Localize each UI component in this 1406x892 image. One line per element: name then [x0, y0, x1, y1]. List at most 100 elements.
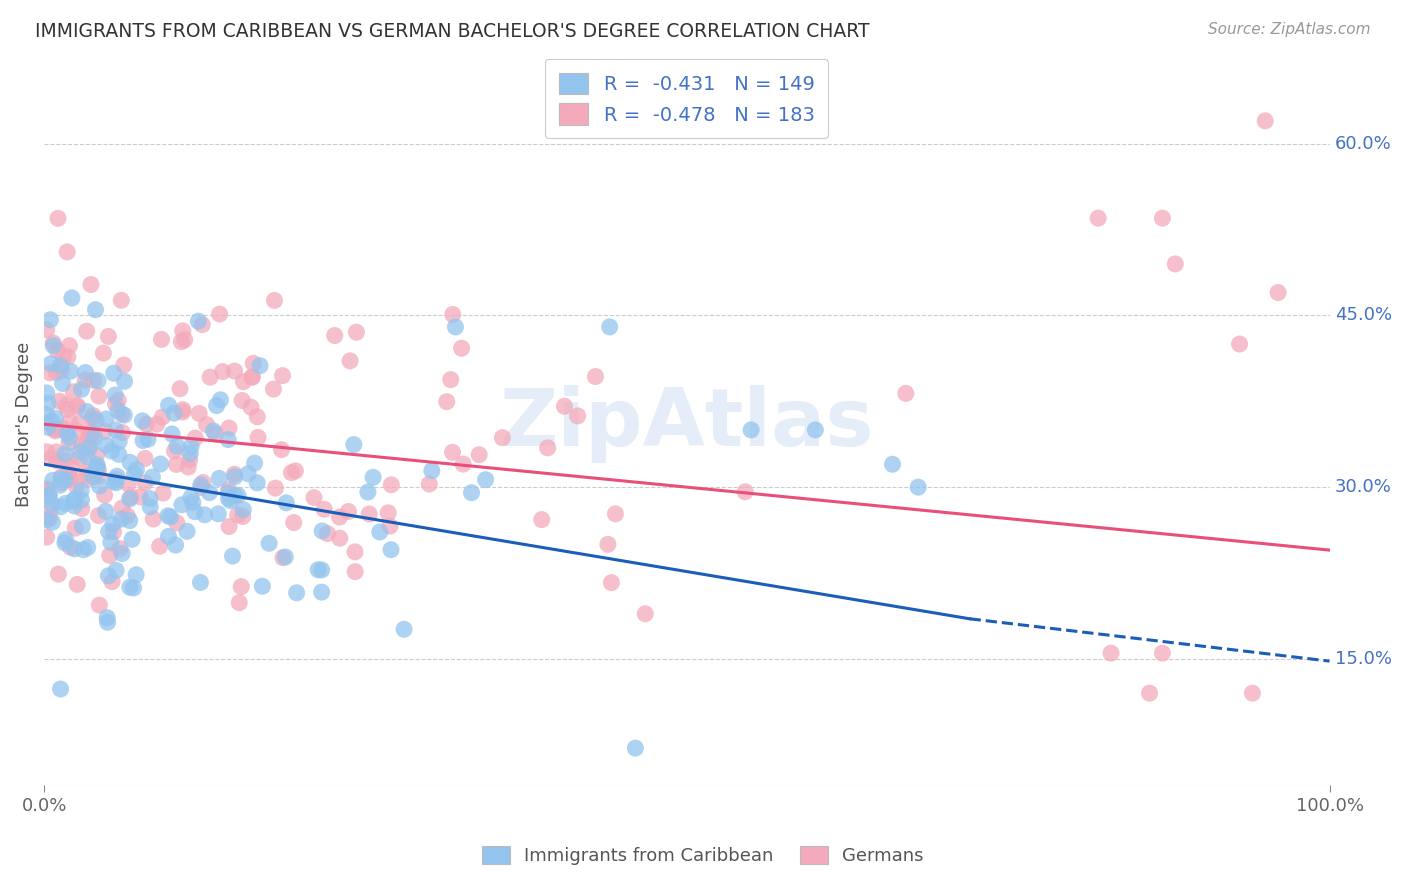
- Point: [894, 386, 917, 401]
- Point: [82, 410, 104, 425]
- Point: [172, 324, 194, 338]
- Point: [96, 611, 118, 625]
- Point: [118, 514, 141, 528]
- Point: [284, 464, 307, 478]
- Point: [165, 458, 187, 472]
- Point: [58, 467, 80, 482]
- Point: [55, 473, 77, 487]
- Point: [105, 475, 128, 490]
- Point: [228, 596, 250, 610]
- Point: [87, 463, 110, 477]
- Point: [111, 501, 134, 516]
- Point: [44, 411, 66, 425]
- Point: [101, 517, 124, 532]
- Point: [58, 431, 80, 445]
- Point: [361, 470, 384, 484]
- Point: [907, 480, 929, 494]
- Point: [247, 430, 270, 444]
- Point: [553, 399, 575, 413]
- Point: [634, 607, 657, 621]
- Point: [76, 450, 98, 464]
- Point: [344, 325, 367, 339]
- Point: [163, 444, 186, 458]
- Point: [42, 338, 65, 352]
- Point: [59, 471, 82, 485]
- Point: [62, 384, 84, 399]
- Point: [150, 332, 173, 346]
- Point: [882, 457, 904, 471]
- Point: [231, 580, 253, 594]
- Point: [191, 318, 214, 332]
- Point: [283, 516, 305, 530]
- Point: [51, 376, 73, 391]
- Point: [1267, 285, 1289, 300]
- Point: [139, 500, 162, 514]
- Point: [93, 346, 115, 360]
- Point: [204, 427, 226, 442]
- Point: [125, 567, 148, 582]
- Point: [190, 478, 212, 492]
- Point: [117, 508, 139, 523]
- Point: [94, 438, 117, 452]
- Point: [249, 359, 271, 373]
- Point: [49, 471, 72, 485]
- Point: [170, 498, 193, 512]
- Point: [163, 406, 186, 420]
- Point: [63, 521, 86, 535]
- Point: [45, 366, 67, 380]
- Point: [125, 462, 148, 476]
- Point: [263, 293, 285, 308]
- Point: [218, 483, 240, 497]
- Point: [48, 567, 70, 582]
- Point: [55, 398, 77, 412]
- Point: [87, 374, 110, 388]
- Point: [49, 478, 72, 492]
- Point: [80, 425, 103, 439]
- Point: [418, 477, 440, 491]
- Point: [70, 492, 93, 507]
- Point: [76, 465, 98, 479]
- Point: [1241, 686, 1264, 700]
- Point: [41, 516, 63, 530]
- Point: [236, 467, 259, 481]
- Point: [97, 615, 120, 630]
- Point: [117, 476, 139, 491]
- Point: [599, 319, 621, 334]
- Point: [35, 323, 58, 337]
- Point: [105, 469, 128, 483]
- Point: [55, 454, 77, 468]
- Point: [49, 500, 72, 514]
- Point: [323, 328, 346, 343]
- Point: [357, 485, 380, 500]
- Point: [51, 363, 73, 377]
- Point: [368, 524, 391, 539]
- Point: [166, 516, 188, 530]
- Point: [98, 549, 121, 563]
- Point: [72, 542, 94, 557]
- Point: [218, 421, 240, 435]
- Point: [46, 211, 69, 226]
- Point: [1164, 257, 1187, 271]
- Point: [740, 423, 762, 437]
- Point: [86, 458, 108, 472]
- Point: [86, 459, 108, 474]
- Point: [166, 439, 188, 453]
- Point: [62, 493, 84, 508]
- Point: [271, 550, 294, 565]
- Point: [66, 399, 89, 413]
- Point: [302, 491, 325, 505]
- Point: [82, 409, 104, 423]
- Point: [83, 373, 105, 387]
- Point: [160, 427, 183, 442]
- Point: [252, 579, 274, 593]
- Point: [44, 422, 66, 436]
- Point: [51, 475, 73, 490]
- Point: [344, 565, 367, 579]
- Point: [79, 441, 101, 455]
- Point: [76, 324, 98, 338]
- Point: [45, 445, 67, 459]
- Point: [94, 504, 117, 518]
- Point: [180, 439, 202, 453]
- Point: [187, 314, 209, 328]
- Point: [103, 366, 125, 380]
